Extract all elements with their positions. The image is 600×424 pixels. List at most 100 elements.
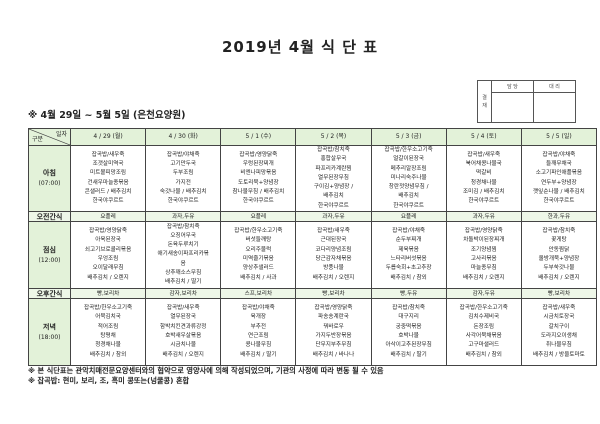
menu-item: 고구마샐러드	[468, 342, 500, 349]
approval-sign-deputy[interactable]	[533, 92, 576, 123]
meal-row: 점심 (12:00) 잡곡밥/영양닭죽 아욱된장국 쇠고기브로콜리볶음 우엉조림 오이달래무…	[28, 221, 598, 290]
menu-table: 일자 구분 4 / 29 (월) 4 / 30 (화) 5 / 1 (수) 5 / 2…	[28, 128, 598, 367]
menu-cell: 잡곡밥/야채죽 고기만두국 두부조림 가지전 숙갓나물 / 배추김치 한국야쿠르트	[145, 144, 222, 213]
menu-cell: 잡곡밥/영양닭죽 우렁된장찌개 비엔나피망볶음 도토리묵+양념장 참나물무침 / 배추김…	[220, 144, 297, 213]
menu-item: 메추리알장조림	[390, 165, 427, 172]
menu-cell: 스프,보리차	[220, 288, 297, 300]
menu-cell: 과자,두유	[145, 211, 222, 223]
menu-item: 잡곡밥/새우죽	[542, 305, 576, 312]
menu-cell: 잡곡밥/참치죽 꽃게탕 안동찜닭 올방개묵+양념장 두부쑥갓나물 배추김치 / 오렌지	[520, 221, 598, 290]
day-header: 5 / 1 (수)	[220, 128, 297, 146]
menu-item: 홍합살무국	[320, 156, 347, 163]
menu-item: 파프리카계란찜	[315, 165, 352, 172]
meal-row: 저녁 (18:00) 잡곡밥/한우소고기죽 어묵김치국 적어조림 탕평채 청경채나물 배추김치…	[28, 298, 598, 367]
menu-item: 시금치나물	[170, 342, 197, 349]
menu-item: 잡곡밥/영양닭죽	[239, 151, 278, 158]
menu-cell: 잡곡밥/참치죽 오징어무국 돈육두루치기 애기새송이파프리카볶 음 상추깨소스무침 배추김치…	[145, 221, 222, 290]
menu-item: 취나물무침	[546, 342, 572, 349]
menu-item: 배추김치 / 참외	[465, 351, 502, 358]
menu-item: 올방개묵+양념장	[538, 256, 580, 263]
menu-item: 두부조림	[172, 170, 194, 177]
menu-item: 배추김치 / 오렌지	[312, 274, 355, 281]
menu-cell: 빵,보리차	[69, 288, 147, 300]
menu-cell: 감자,두유	[445, 288, 522, 300]
menu-item: 잡곡밥/한우소고기죽	[83, 305, 133, 312]
approval-label: 결재	[477, 80, 492, 123]
menu-item: 배추김치 / 오렌지	[162, 351, 204, 358]
menu-item: 가지전	[175, 179, 191, 186]
menu-cell: 한과,두유	[520, 211, 598, 223]
meal-time: (07:00)	[38, 180, 61, 188]
row-label: 저녁 (18:00)	[28, 298, 71, 367]
corner-header: 일자 구분	[28, 128, 71, 146]
menu-item: 미역줄기볶음	[242, 256, 274, 263]
menu-item: 버섯들깨탕	[245, 237, 272, 244]
menu-item: 배추김치 / 바나나	[312, 351, 355, 358]
menu-item: 배추김치 / 참외	[89, 351, 127, 358]
menu-item: 아욱된장국	[95, 237, 121, 244]
day-header: 5 / 2 (목)	[295, 128, 372, 146]
menu-item: 창란젓양념무침 /	[388, 184, 429, 191]
menu-item: 안동찜닭	[548, 246, 570, 253]
meal-name: 오전간식	[36, 212, 63, 221]
menu-item: 제육볶음	[398, 246, 419, 253]
menu-item: 잡곡밥/참치죽	[166, 223, 200, 230]
menu-item: 가지두반장볶음	[315, 333, 352, 340]
menu-cell: 잡곡밥/새우죽 시금치토장국 갈치구이 도라지오이생채 취나물무침 배추김치 / 방울토마…	[520, 298, 598, 367]
menu-item: 어묵김치국	[95, 314, 121, 321]
menu-item: 배추김치 / 딸기	[240, 351, 277, 358]
menu-item: 오리주물럭	[245, 246, 272, 253]
menu-item: 쇠고기브로콜리볶음	[84, 246, 132, 253]
menu-item: 궁중떡볶음	[395, 323, 422, 330]
menu-cell: 잡곡밥/영양닭죽 파송송계란국 꿔바로우 가지두반장볶음 단무지부추무침 배추김치 / 바…	[295, 298, 372, 367]
menu-item: 잡곡밥/참치죽	[542, 228, 576, 235]
menu-item: 한국야쿠르트	[543, 198, 575, 205]
menu-cell: 잡곡밥/야채죽 들깨무채국 소고기파인애플볶음 연두부+양념장 깻잎순나물 / 배추김치…	[520, 144, 598, 213]
menu-item: 한국야쿠르트	[393, 202, 425, 209]
menu-item: 애기새송이파프리카볶	[157, 251, 209, 258]
approval-col-deputy: 대 리	[533, 80, 576, 93]
menu-cell: 잡곡밥/참치죽 홍합살무국 파프리카계란찜 열무된장무침 구이김+양념장 / 배추김치 한국…	[295, 144, 372, 213]
menu-item: 배추김치 / 오렌지	[87, 274, 129, 281]
menu-item: 배추김치	[398, 193, 419, 200]
menu-cell: 잡곡밥/참치죽 대구지리 궁중떡볶음 호박나물 아삭이고추된장무침 배추김치 / 딸기	[370, 298, 447, 367]
menu-item: 함박치킨견과류강정	[160, 323, 207, 330]
menu-cell: 잡곡밥/한우소고기죽 어묵김치국 적어조림 탕평채 청경채나물 배추김치 / 참외	[69, 298, 147, 367]
menu-cell: 잡곡밥/한우소고기죽 버섯들깨탕 오리주물럭 미역줄기볶음 양상추샐러드 배추김치 / 사…	[220, 221, 297, 290]
menu-cell: 빵,보리차	[295, 288, 372, 300]
menu-item: 우렁된장찌개	[242, 160, 274, 167]
menu-item: 고기만두국	[170, 160, 197, 167]
menu-item: 잡곡밥/영양닭죽	[314, 305, 353, 312]
approval-label-text: 결재	[482, 94, 487, 109]
menu-item: 시금치토장국	[543, 314, 575, 321]
menu-item: 배추김치 / 참외	[390, 274, 427, 281]
corner-date-label: 일자	[55, 131, 67, 138]
menu-item: 꿔바로우	[323, 323, 344, 330]
menu-item: 배추김치 / 오렌지	[463, 274, 505, 281]
approval-sign-manager[interactable]	[491, 92, 534, 123]
period-subtitle: ※ 4월 29일 ~ 5월 5일 (은천요양원)	[28, 110, 186, 121]
menu-cell: 요플레	[220, 211, 297, 223]
menu-item: 잡곡밥/참치죽	[392, 305, 426, 312]
menu-item: 고사리볶음	[470, 256, 497, 263]
menu-item: 열무된장무침	[318, 174, 349, 181]
approval-box: 결재 담 당 대 리	[477, 80, 576, 123]
menu-item: 조기양념찜	[470, 246, 497, 253]
menu-item: 구이김+양념장 /	[313, 184, 354, 191]
menu-item: 잡곡밥/새우죽	[91, 151, 125, 158]
day-header: 4 / 30 (화)	[145, 128, 222, 146]
menu-item: 오징어무국	[170, 232, 197, 239]
menu-item: 느타리버섯볶음	[390, 256, 427, 263]
menu-item: 잡곡밥/영양닭죽	[464, 228, 503, 235]
notes: ※ 본 식단표는 관악치매전문요양센터와의 협약으로 영양사에 의해 작성되었으…	[28, 366, 384, 385]
menu-item: 호박나물	[398, 333, 419, 340]
menu-cell: 빵,보리차	[520, 288, 598, 300]
menu-cell: 과자,두유	[295, 211, 372, 223]
diagonal-line	[29, 129, 70, 145]
snack-row: 오전간식 요플레 과자,두유 요플레 과자,두유 요플레 과자,두유 한과,두유	[28, 211, 598, 223]
menu-cell: 잡곡밥/야채죽 순두부찌개 제육볶음 느타리버섯볶음 두릅숙회+초고추장 배추김치 / 참…	[370, 221, 447, 290]
menu-item: 도토리묵+양념장	[237, 179, 279, 186]
menu-item: 적어조림	[97, 323, 119, 330]
menu-item: 차돌박이된장찌개	[463, 237, 505, 244]
menu-item: 숙갓나물 / 배추김치	[159, 188, 207, 195]
